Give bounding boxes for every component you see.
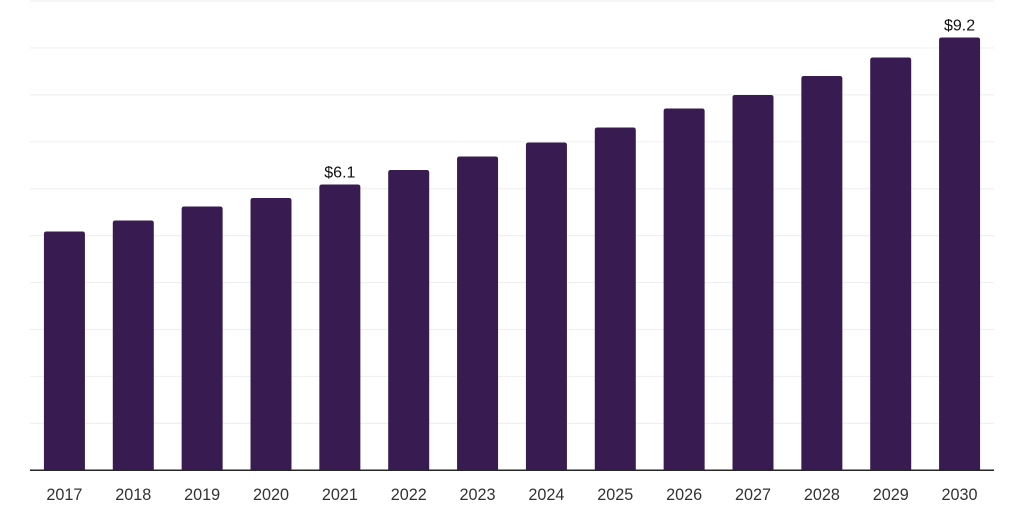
- svg-text:2021: 2021: [322, 486, 358, 504]
- svg-text:2030: 2030: [942, 486, 978, 504]
- svg-text:2029: 2029: [873, 486, 909, 504]
- svg-text:$9.2: $9.2: [944, 18, 975, 35]
- svg-text:2018: 2018: [115, 486, 151, 504]
- svg-text:$6.1: $6.1: [324, 165, 355, 182]
- svg-text:2024: 2024: [528, 486, 564, 504]
- svg-text:2017: 2017: [46, 486, 82, 504]
- svg-text:2025: 2025: [597, 486, 633, 504]
- svg-text:2023: 2023: [460, 486, 496, 504]
- svg-text:2019: 2019: [184, 486, 220, 504]
- svg-text:2027: 2027: [735, 486, 771, 504]
- svg-text:2026: 2026: [666, 486, 702, 504]
- svg-text:2020: 2020: [253, 486, 289, 504]
- svg-text:2022: 2022: [391, 486, 427, 504]
- svg-text:2028: 2028: [804, 486, 840, 504]
